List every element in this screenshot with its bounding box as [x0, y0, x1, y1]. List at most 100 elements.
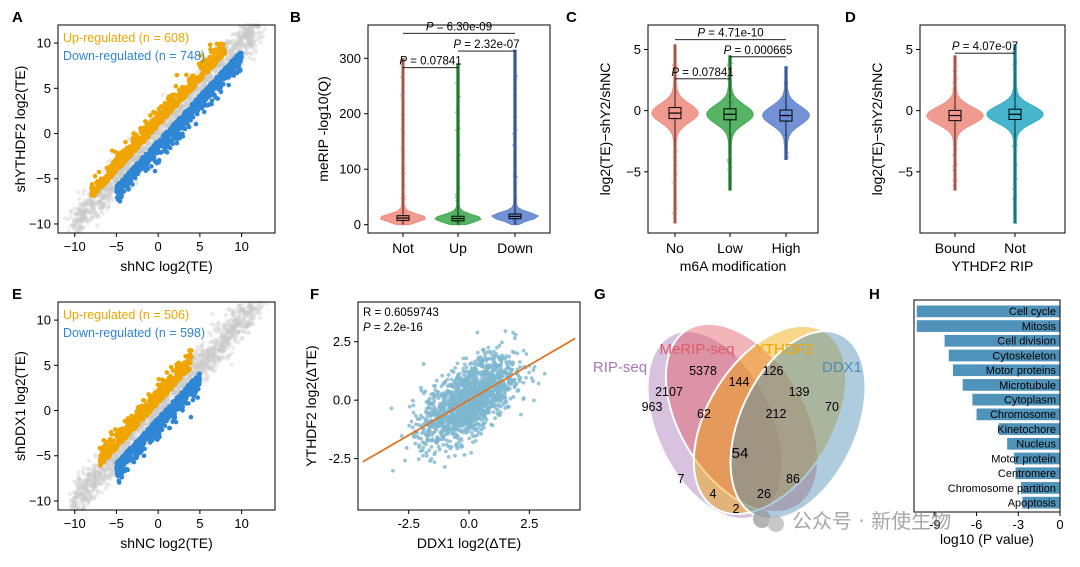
up-regulated-point [159, 114, 165, 120]
background-point [236, 314, 241, 320]
violin-jitter-point [1012, 182, 1015, 185]
violin-jitter-point [455, 110, 458, 113]
background-point [92, 452, 98, 458]
violin-jitter-point [786, 158, 789, 160]
background-point [107, 187, 113, 192]
down-regulated-point [155, 144, 160, 150]
down-regulated-point [155, 140, 161, 146]
background-point [251, 57, 256, 62]
violin-jitter-point [404, 166, 407, 169]
violin-jitter-point [671, 88, 674, 91]
x-tick-label: 10 [234, 239, 248, 254]
background-point [66, 217, 71, 222]
violin-jitter-point [731, 93, 734, 96]
up-regulated-point [144, 133, 149, 139]
violin-jitter-point [458, 186, 461, 189]
background-point [249, 29, 254, 34]
background-point [229, 53, 234, 58]
violin-jitter-point [956, 64, 959, 67]
violin-jitter-point [951, 169, 954, 172]
background-point [221, 349, 226, 354]
violin-jitter-point [729, 80, 732, 83]
down-regulated-point [239, 50, 244, 56]
background-point [203, 361, 208, 367]
up-regulated-point [132, 141, 137, 146]
violin-jitter-point [786, 65, 789, 68]
violin-jitter-point [1016, 164, 1018, 166]
violin-jitter-point [1015, 166, 1018, 169]
background-point [247, 56, 252, 61]
y-axis-label: log2(TE)−shY2/shNC [597, 63, 613, 196]
background-point [106, 203, 111, 208]
up-regulated-point [153, 119, 159, 124]
violin-jitter-point [955, 70, 958, 73]
background-point [89, 198, 95, 203]
violin-jitter-point [955, 103, 957, 106]
down-regulated-point [170, 125, 175, 131]
violin-jitter-point [1012, 156, 1015, 159]
down-regulated-point [197, 103, 203, 108]
background-point [225, 356, 230, 361]
violin-jitter-point [1015, 72, 1018, 75]
background-point [196, 365, 201, 371]
violin-jitter-point [729, 112, 731, 114]
background-point [84, 202, 89, 207]
violin-jitter-point [727, 81, 730, 84]
violin-jitter-point [955, 106, 958, 109]
background-point [81, 191, 86, 197]
p-value-label: P = 0.07841 [671, 67, 733, 79]
violin-jitter-point [676, 164, 678, 166]
violin-jitter-point [951, 165, 954, 168]
violin-jitter-point [404, 172, 406, 175]
background-point [142, 145, 148, 151]
violin-jitter-point [955, 161, 957, 164]
down-regulated-point [219, 75, 224, 80]
background-point [76, 470, 81, 475]
up-regulated-point [132, 131, 138, 137]
background-point [81, 203, 87, 209]
violin-jitter-point [1012, 93, 1015, 96]
down-regulated-point [160, 143, 166, 149]
p-value-label: P = 6.30e-09 [426, 21, 492, 33]
background-point [95, 489, 101, 494]
violin-jitter-point [1015, 120, 1018, 123]
violin-jitter-point [1015, 195, 1018, 198]
up-regulated-point [221, 42, 226, 47]
violin-jitter-point [455, 129, 458, 132]
background-point [80, 209, 86, 215]
background-point [241, 41, 246, 46]
up-regulated-point [123, 155, 128, 160]
down-regulated-point [203, 98, 208, 103]
background-point [117, 170, 122, 176]
down-regulated-point [217, 87, 222, 92]
violin-jitter-point [956, 180, 959, 182]
background-point [230, 308, 235, 314]
violin-jitter-point [516, 129, 518, 131]
violin-jitter-point [672, 107, 675, 110]
violin-jitter-point [728, 147, 730, 150]
violin-jitter-point [952, 94, 955, 97]
violin-jitter-point [952, 70, 955, 72]
background-point [106, 193, 112, 198]
p-value-label: P = 2.32e-07 [453, 39, 519, 51]
up-regulated-point [184, 72, 189, 78]
up-regulated-point [174, 72, 180, 78]
violin-jitter-point [672, 181, 674, 184]
up-regulated-point [199, 72, 204, 77]
background-point [238, 46, 244, 51]
down-regulated-point [194, 111, 200, 117]
background-point [82, 187, 87, 193]
background-point [67, 491, 72, 497]
category-label: No [666, 240, 684, 256]
y-tick-label: 5 [906, 42, 913, 57]
violin-jitter-point [784, 137, 787, 140]
violin-jitter-point [454, 82, 457, 85]
background-point [68, 223, 73, 229]
violin-jitter-point [403, 210, 406, 212]
violin-jitter-point [404, 185, 406, 188]
violin-jitter-point [403, 221, 406, 224]
up-regulated-point [222, 51, 228, 56]
